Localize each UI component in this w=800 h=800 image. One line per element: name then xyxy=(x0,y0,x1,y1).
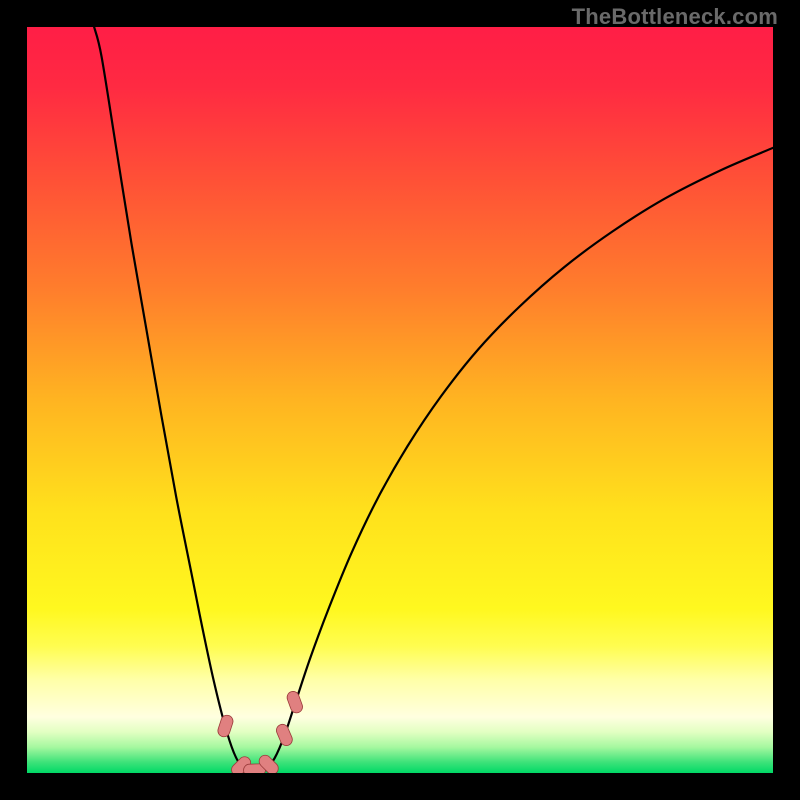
gradient-background xyxy=(27,27,773,773)
plot-area xyxy=(27,27,773,773)
chart-container: TheBottleneck.com xyxy=(0,0,800,800)
plot-svg xyxy=(27,27,773,773)
watermark-text: TheBottleneck.com xyxy=(572,4,778,30)
